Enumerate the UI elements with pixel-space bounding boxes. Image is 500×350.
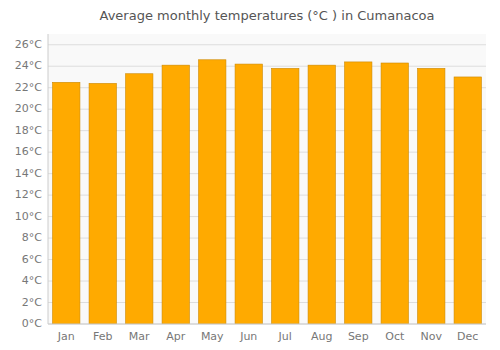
bar	[126, 74, 153, 324]
y-tick-label: 14°C	[15, 167, 42, 180]
title: Average monthly temperatures (°C ) in Cu…	[100, 8, 435, 23]
grid-line	[48, 44, 486, 45]
y-tick-label: 4°C	[22, 274, 42, 287]
x-tick-label: Feb	[93, 330, 112, 343]
bar	[162, 65, 189, 324]
chart: 0°C 2°C 4°C 6°C 8°C 10°C 12°C 14°C 16°C 18°C 20°C 2…	[0, 0, 500, 350]
x-tick-label: Jun	[239, 330, 257, 343]
x-tick-label: May	[201, 330, 224, 343]
x-tick-label: Aug	[311, 330, 332, 343]
bar	[454, 77, 481, 324]
x-tick-label: Sep	[348, 330, 369, 343]
bar	[345, 62, 372, 324]
x-tick-label: Oct	[385, 330, 405, 343]
y-tick-label: 16°C	[15, 145, 42, 158]
x-tick-label: Jan	[57, 330, 75, 343]
y-tick-label: 22°C	[15, 81, 42, 94]
bar	[53, 82, 80, 324]
x-tick-label: Apr	[166, 330, 186, 343]
plot-background	[48, 34, 486, 324]
bar	[89, 83, 116, 324]
bar	[308, 65, 335, 324]
y-tick-label: 6°C	[22, 253, 42, 266]
x-tick-label: Jul	[278, 330, 292, 343]
bar	[381, 63, 408, 324]
bar	[418, 68, 445, 324]
grid-line	[48, 324, 486, 325]
x-tick-label: Dec	[457, 330, 478, 343]
bar	[199, 60, 226, 324]
y-tick-label: 26°C	[15, 38, 42, 51]
x-axis-line	[48, 324, 486, 325]
y-axis-line	[48, 34, 49, 324]
y-tick-label: 20°C	[15, 102, 42, 115]
chart-container: 0°C 2°C 4°C 6°C 8°C 10°C 12°C 14°C 16°C 18°C 20°C 2…	[0, 0, 500, 350]
x-axis: Jan Feb Mar Apr May Jun Jul Aug Sep Oct Nov Dec	[48, 324, 486, 343]
bar	[235, 64, 262, 324]
y-axis: 0°C 2°C 4°C 6°C 8°C 10°C 12°C 14°C 16°C 18°C 20°C 2…	[15, 34, 48, 330]
x-tick-label: Mar	[129, 330, 150, 343]
y-tick-label: 8°C	[22, 231, 42, 244]
grid	[48, 45, 486, 324]
y-tick-label: 24°C	[15, 59, 42, 72]
y-tick-label: 2°C	[22, 296, 42, 309]
bar	[272, 68, 299, 324]
y-tick-label: 12°C	[15, 188, 42, 201]
bars	[53, 60, 482, 324]
grid-line	[48, 66, 486, 67]
x-tick-label: Nov	[421, 330, 443, 343]
y-tick-label: 10°C	[15, 210, 42, 223]
y-tick-label: 0°C	[22, 317, 42, 330]
y-tick-label: 18°C	[15, 124, 42, 137]
